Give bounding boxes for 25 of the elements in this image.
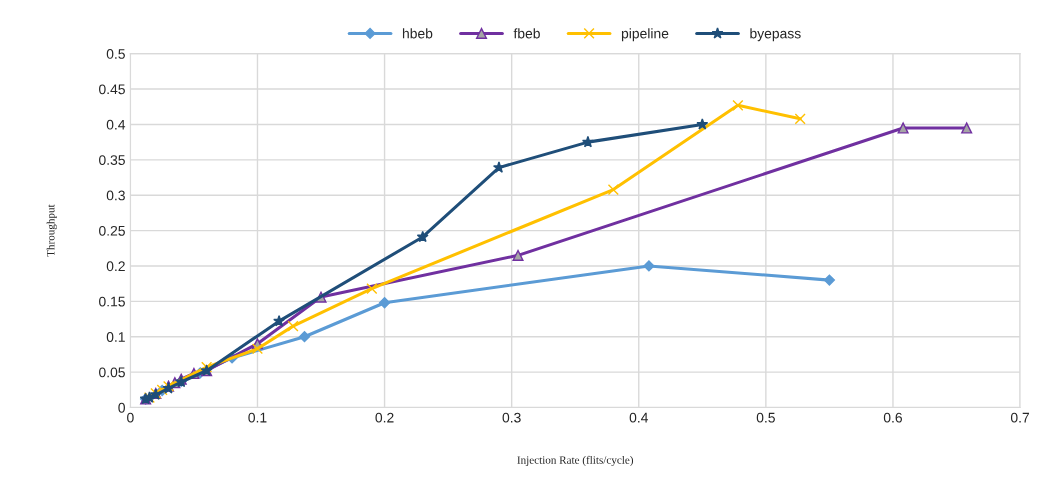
x-tick-label: 0.5	[756, 412, 775, 423]
y-tick-label: 0.4	[106, 119, 126, 130]
x-tick-label: 0.2	[375, 412, 394, 423]
x-axis-title: Injection Rate (flits/cycle)	[517, 455, 634, 467]
x-tick-label: 0	[127, 412, 134, 423]
y-tick-label: 0.35	[99, 155, 125, 165]
legend-label: pipeline	[621, 28, 669, 42]
y-tick-label: 0.45	[99, 84, 125, 95]
legend-label: hbeb	[402, 28, 433, 39]
y-axis-title: Throughput	[46, 204, 57, 257]
y-tick-label: 0	[118, 402, 125, 413]
y-tick-label: 0.15	[99, 296, 125, 307]
y-tick-label: 0.2	[106, 261, 125, 272]
y-tick-label: 0.05	[99, 367, 125, 378]
x-tick-label: 0.4	[629, 412, 649, 423]
y-tick-label: 0.5	[106, 49, 125, 59]
x-tick-label: 0.7	[1010, 412, 1030, 423]
legend-label: byepass	[750, 28, 801, 42]
x-tick-label: 0.3	[502, 412, 521, 423]
y-tick-label: 0.3	[106, 190, 125, 201]
y-tick-label: 0.25	[99, 225, 125, 236]
legend-label: fbeb	[513, 28, 540, 39]
y-tick-label: 0.1	[106, 332, 125, 342]
x-tick-label: 0.1	[248, 412, 267, 423]
x-tick-label: 0.6	[883, 412, 902, 423]
